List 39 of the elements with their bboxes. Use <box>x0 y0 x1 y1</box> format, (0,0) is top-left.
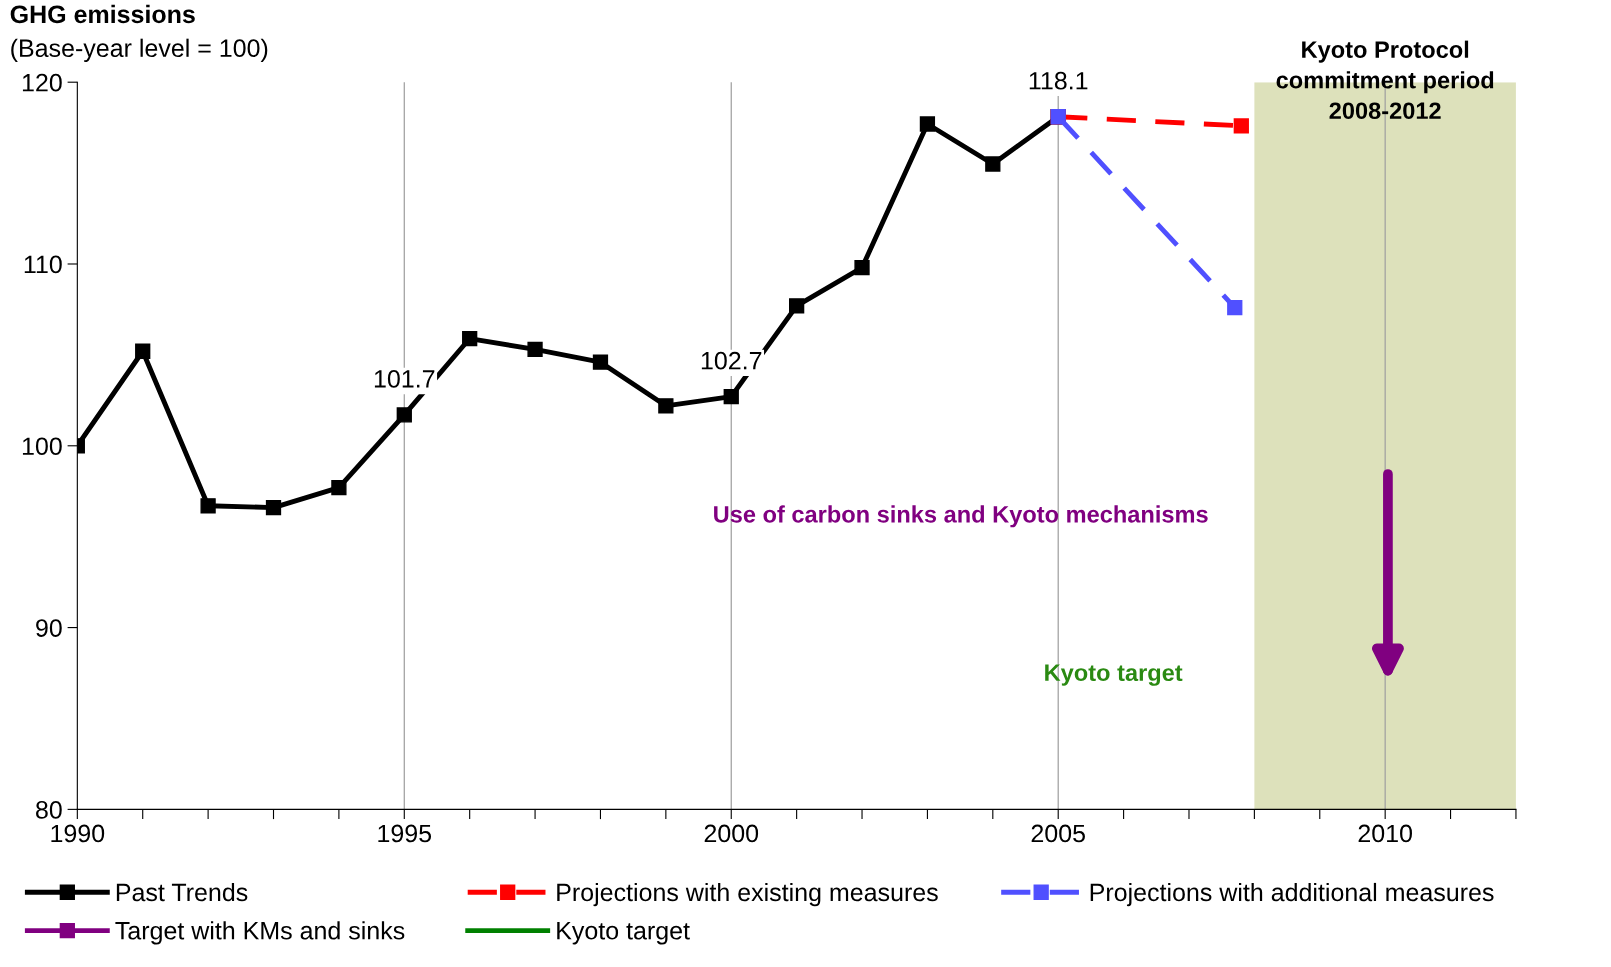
point <box>592 354 609 370</box>
band-label: Kyoto Protocol commitment period 2008-2012 <box>1276 40 1494 120</box>
y-tick-label: 110 <box>24 255 62 274</box>
y-tick-label: 80 <box>36 800 62 819</box>
y-tick-label: 90 <box>36 619 62 637</box>
point <box>331 479 347 496</box>
annotation: Kyoto target <box>1045 664 1183 686</box>
point <box>985 156 1001 172</box>
x-tick-label: 2000 <box>704 824 759 843</box>
x-tick-label: 1990 <box>51 824 105 843</box>
y-axis-title: (Base-year level = 100) <box>11 38 268 62</box>
point <box>919 116 936 132</box>
legend-label: Past Trends <box>116 882 248 902</box>
point <box>396 407 412 423</box>
point <box>788 298 805 314</box>
point <box>854 259 870 276</box>
annotation: Use of carbon sinks and Kyoto mechanisms <box>714 505 1208 528</box>
data-label: 118.1 <box>1029 71 1088 90</box>
chart-title: GHG emissions <box>10 4 195 24</box>
data-label: 101.7 <box>374 370 435 388</box>
x-tick-label: 2005 <box>1031 824 1085 843</box>
legend-label: Target with KMs and sinks <box>115 921 405 945</box>
point <box>658 398 674 414</box>
point <box>1233 118 1249 134</box>
point <box>135 343 151 359</box>
legend-label: Kyoto target <box>557 922 690 945</box>
point <box>527 341 543 358</box>
data-label: 102.7 <box>701 351 762 370</box>
point <box>723 389 739 405</box>
y-tick-label: 100 <box>22 437 62 456</box>
point <box>462 330 478 347</box>
x-tick-label: 1995 <box>378 824 432 843</box>
legend-label: Projections with existing measures <box>557 882 938 907</box>
point <box>200 498 216 514</box>
legend-label: Projections with additional measures <box>1090 882 1494 907</box>
y-tick-label: 120 <box>22 73 62 92</box>
point <box>265 499 282 516</box>
x-tick-label: 2010 <box>1358 824 1412 843</box>
point <box>1227 299 1243 316</box>
